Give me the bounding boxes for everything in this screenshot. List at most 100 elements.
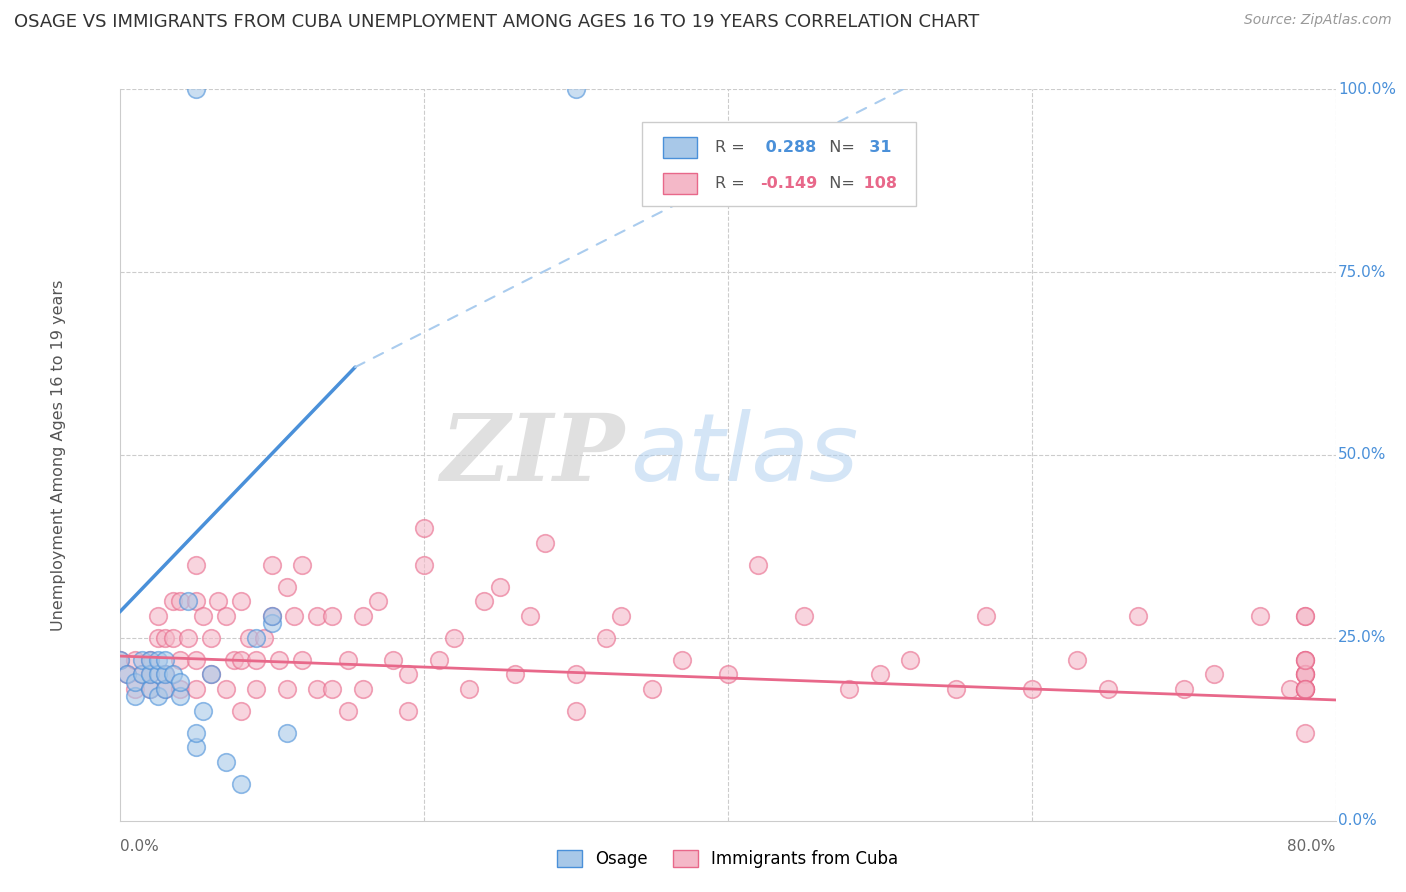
Immigrants from Cuba	[291, 558, 314, 572]
Immigrants from Cuba	[269, 653, 291, 667]
Immigrants from Cuba	[898, 653, 921, 667]
Osage	[108, 653, 131, 667]
Immigrants from Cuba	[245, 681, 267, 696]
Osage	[215, 755, 238, 769]
Text: ZIP: ZIP	[440, 410, 624, 500]
Text: 80.0%: 80.0%	[1288, 838, 1336, 854]
Osage	[146, 667, 169, 681]
Immigrants from Cuba	[207, 594, 229, 608]
Immigrants from Cuba	[131, 667, 153, 681]
Immigrants from Cuba	[1294, 681, 1316, 696]
Immigrants from Cuba	[153, 681, 176, 696]
Immigrants from Cuba	[283, 608, 305, 623]
Immigrants from Cuba	[124, 653, 146, 667]
Immigrants from Cuba	[146, 631, 169, 645]
Immigrants from Cuba	[108, 653, 131, 667]
Text: OSAGE VS IMMIGRANTS FROM CUBA UNEMPLOYMENT AMONG AGES 16 TO 19 YEARS CORRELATION: OSAGE VS IMMIGRANTS FROM CUBA UNEMPLOYME…	[14, 13, 980, 31]
Immigrants from Cuba	[260, 558, 283, 572]
Immigrants from Cuba	[146, 608, 169, 623]
Immigrants from Cuba	[200, 667, 222, 681]
Osage	[124, 674, 146, 689]
Immigrants from Cuba	[169, 653, 191, 667]
Text: 0.0%: 0.0%	[120, 838, 159, 854]
Immigrants from Cuba	[1294, 653, 1316, 667]
Text: atlas: atlas	[630, 409, 859, 500]
Immigrants from Cuba	[1294, 681, 1316, 696]
Immigrants from Cuba	[321, 608, 343, 623]
Osage	[146, 690, 169, 704]
Osage	[184, 726, 207, 740]
Immigrants from Cuba	[162, 631, 184, 645]
Immigrants from Cuba	[488, 580, 510, 594]
Osage	[276, 726, 298, 740]
Bar	[664, 137, 697, 158]
Osage	[169, 674, 191, 689]
Immigrants from Cuba	[427, 653, 450, 667]
Immigrants from Cuba	[1279, 681, 1302, 696]
Immigrants from Cuba	[169, 594, 191, 608]
Osage	[139, 667, 162, 681]
Osage	[245, 631, 267, 645]
Immigrants from Cuba	[291, 653, 314, 667]
Osage	[169, 690, 191, 704]
Immigrants from Cuba	[519, 608, 541, 623]
Text: 50.0%: 50.0%	[1339, 448, 1386, 462]
FancyBboxPatch shape	[643, 122, 917, 206]
Immigrants from Cuba	[222, 653, 245, 667]
Osage	[153, 681, 176, 696]
Osage	[115, 667, 138, 681]
Immigrants from Cuba	[1097, 681, 1119, 696]
Text: N=: N=	[818, 176, 855, 191]
Immigrants from Cuba	[1294, 653, 1316, 667]
Immigrants from Cuba	[153, 667, 176, 681]
Immigrants from Cuba	[1204, 667, 1226, 681]
Osage	[564, 82, 586, 96]
Immigrants from Cuba	[231, 653, 253, 667]
Osage	[260, 608, 283, 623]
Immigrants from Cuba	[215, 681, 238, 696]
Osage	[131, 667, 153, 681]
Immigrants from Cuba	[215, 608, 238, 623]
Immigrants from Cuba	[1294, 681, 1316, 696]
Osage	[260, 616, 283, 631]
Immigrants from Cuba	[231, 594, 253, 608]
Immigrants from Cuba	[671, 653, 693, 667]
Osage	[191, 704, 214, 718]
Osage	[184, 740, 207, 755]
Immigrants from Cuba	[276, 580, 298, 594]
Immigrants from Cuba	[184, 681, 207, 696]
Osage	[231, 777, 253, 791]
Immigrants from Cuba	[307, 681, 329, 696]
Immigrants from Cuba	[564, 667, 586, 681]
Immigrants from Cuba	[169, 681, 191, 696]
Immigrants from Cuba	[869, 667, 891, 681]
Osage	[153, 667, 176, 681]
Immigrants from Cuba	[307, 608, 329, 623]
Text: 0.0%: 0.0%	[1339, 814, 1376, 828]
Immigrants from Cuba	[595, 631, 617, 645]
Immigrants from Cuba	[1294, 608, 1316, 623]
Text: Unemployment Among Ages 16 to 19 years: Unemployment Among Ages 16 to 19 years	[51, 279, 66, 631]
Immigrants from Cuba	[124, 681, 146, 696]
Immigrants from Cuba	[1294, 667, 1316, 681]
Immigrants from Cuba	[610, 608, 633, 623]
Immigrants from Cuba	[640, 681, 662, 696]
Immigrants from Cuba	[367, 594, 389, 608]
Text: 31: 31	[858, 140, 891, 155]
Immigrants from Cuba	[1294, 681, 1316, 696]
Immigrants from Cuba	[352, 681, 374, 696]
Immigrants from Cuba	[1294, 667, 1316, 681]
Immigrants from Cuba	[191, 608, 214, 623]
Immigrants from Cuba	[276, 681, 298, 696]
Immigrants from Cuba	[838, 681, 860, 696]
Immigrants from Cuba	[139, 653, 162, 667]
Immigrants from Cuba	[162, 594, 184, 608]
Immigrants from Cuba	[253, 631, 276, 645]
Immigrants from Cuba	[503, 667, 526, 681]
Immigrants from Cuba	[177, 631, 200, 645]
Immigrants from Cuba	[412, 521, 434, 535]
Osage	[153, 653, 176, 667]
Immigrants from Cuba	[153, 631, 176, 645]
Immigrants from Cuba	[396, 704, 419, 718]
Immigrants from Cuba	[747, 558, 769, 572]
